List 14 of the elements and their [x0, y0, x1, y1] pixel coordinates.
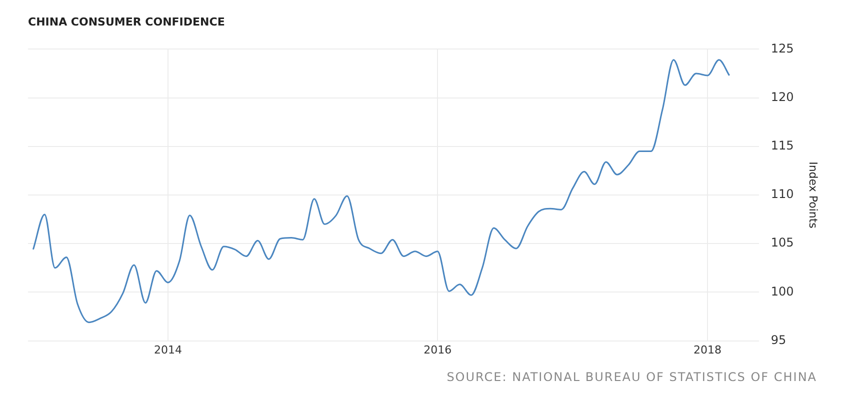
source-note: SOURCE: NATIONAL BUREAU OF STATISTICS OF CHINA — [446, 370, 818, 384]
chart-title: CHINA CONSUMER CONFIDENCE — [28, 15, 225, 28]
y-tick-label: 100 — [770, 284, 794, 298]
y-tick-label: 115 — [770, 138, 794, 153]
x-tick-label: 2018 — [694, 343, 722, 356]
y-tick-label: 110 — [770, 187, 794, 202]
y-tick-label: 95 — [770, 332, 786, 347]
x-tick-label: 2014 — [154, 343, 182, 356]
y-axis-title: Index Points — [806, 162, 820, 229]
y-tick-label: 120 — [770, 90, 794, 104]
y-tick-label: 105 — [770, 236, 794, 250]
y-tick-label: 125 — [770, 41, 794, 56]
line-series — [32, 59, 730, 324]
x-tick-label: 2016 — [424, 343, 452, 356]
